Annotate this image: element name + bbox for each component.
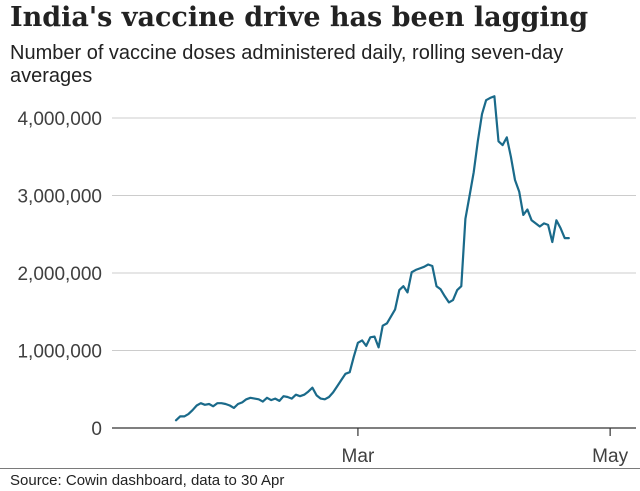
y-tick-label: 1,000,000 xyxy=(17,342,102,363)
chart-subtitle: Number of vaccine doses administered dai… xyxy=(10,42,564,87)
source-divider xyxy=(0,468,640,469)
chart-title: India's vaccine drive has been lagging xyxy=(10,2,589,33)
series-layer xyxy=(174,95,570,422)
y-tick-label: 2,000,000 xyxy=(17,264,102,285)
source-note: Source: Cowin dashboard, data to 30 Apr xyxy=(10,472,285,489)
gridlines xyxy=(112,117,636,351)
y-tick-label: 4,000,000 xyxy=(17,109,102,130)
y-tick-label: 0 xyxy=(91,419,102,440)
y-tick-label: 3,000,000 xyxy=(17,187,102,208)
x-tick-label: May xyxy=(592,446,628,467)
series-line-daily-doses xyxy=(174,95,570,422)
x-tick-label: Mar xyxy=(342,446,375,467)
x-axis: Mar May xyxy=(112,427,636,467)
y-axis-tick-labels: 0 1,000,000 2,000,000 3,000,000 4,000,000 xyxy=(17,109,102,440)
